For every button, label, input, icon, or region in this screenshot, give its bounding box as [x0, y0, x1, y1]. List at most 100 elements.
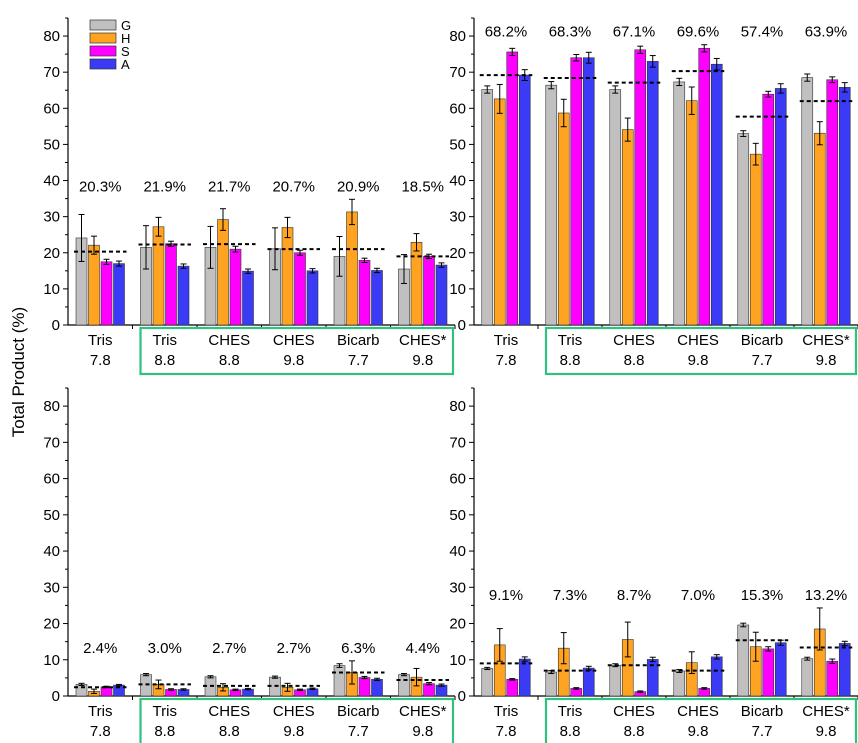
bar-A-5 [435, 684, 448, 697]
panel-bottom-left: 0 10 20 30 40 50 60 70 80 2.4% Tris 7.8 3.0% Tris 8.8 2… [43, 387, 456, 743]
bar-A-1 [177, 265, 190, 326]
category-label-line2: 8.8 [219, 352, 240, 369]
category-label-line2: 7.8 [90, 723, 111, 740]
category-label-line1: CHES [208, 703, 250, 720]
total-label: 20.3% [79, 178, 122, 195]
bar-S-5 [826, 660, 839, 697]
category-label-line2: 8.8 [624, 352, 645, 369]
total-label: 21.7% [208, 178, 251, 195]
category-label-line2: 9.8 [816, 723, 837, 740]
bar-H-3 [685, 100, 698, 326]
y-tick-label: 50 [43, 507, 60, 524]
y-tick-label: 60 [43, 100, 60, 117]
bar-H-1 [152, 226, 165, 326]
legend-label-S: S [121, 44, 130, 59]
y-tick-label: 60 [449, 471, 466, 488]
total-label: 57.4% [741, 24, 784, 41]
y-tick-label: 60 [449, 100, 466, 117]
total-label: 8.7% [617, 587, 651, 604]
total-label: 63.9% [805, 24, 848, 41]
category-label-line1: Bicarb [741, 703, 784, 720]
total-label: 13.2% [805, 587, 848, 604]
category-label-line1: Tris [494, 332, 518, 349]
bar-A-5 [838, 87, 851, 326]
bar-S-2 [634, 49, 647, 326]
bar-H-5 [813, 132, 826, 326]
category-label-line1: CHES* [802, 703, 850, 720]
bar-G-5 [801, 77, 814, 326]
y-tick-label: 40 [449, 543, 466, 560]
bar-A-3 [710, 656, 723, 697]
bar-H-0 [493, 98, 506, 326]
bar-G-2 [609, 89, 622, 326]
bar-S-4 [762, 648, 775, 697]
bar-A-4 [774, 88, 787, 326]
y-tick-label: 20 [43, 245, 60, 262]
bar-A-5 [435, 264, 448, 326]
legend-swatch-H [89, 32, 117, 44]
total-label: 69.6% [677, 24, 720, 41]
y-tick-label: 70 [43, 64, 60, 81]
total-label: 4.4% [406, 640, 440, 657]
category-label-line2: 7.8 [496, 723, 517, 740]
category-label-line2: 9.8 [816, 352, 837, 369]
category-label-line2: 8.8 [154, 352, 175, 369]
panel-bottom-right: 0 10 20 30 40 50 60 70 80 9.1% Tris 7.8 7.3% Tris 8.8 8… [449, 387, 858, 743]
y-tick-label: 20 [43, 616, 60, 633]
bar-G-0 [481, 89, 494, 326]
y-tick-label: 50 [449, 507, 466, 524]
bar-A-0 [113, 263, 125, 326]
category-label-line2: 9.8 [412, 352, 433, 369]
category-label-line1: CHES [273, 332, 315, 349]
bar-S-3 [294, 252, 306, 326]
legend-label-H: H [121, 31, 130, 46]
bar-A-4 [774, 642, 787, 697]
bar-S-1 [165, 243, 177, 326]
panel-top-left: 0 10 20 30 40 50 60 70 80 20.3% Tris 7.8 21.9% Tris 8.… [43, 17, 456, 376]
category-label-line2: 9.8 [283, 352, 304, 369]
total-label: 2.7% [212, 640, 246, 657]
category-label-line1: Tris [153, 332, 177, 349]
bar-S-4 [358, 677, 371, 697]
bar-S-3 [698, 48, 711, 326]
total-label: 18.5% [401, 178, 444, 195]
total-label: 7.3% [553, 587, 587, 604]
y-tick-label: 60 [43, 471, 60, 488]
highlight-box [139, 697, 455, 743]
bar-S-5 [423, 256, 435, 326]
y-tick-label: 0 [458, 688, 466, 705]
bar-H-1 [557, 112, 570, 326]
bar-A-1 [582, 57, 595, 326]
y-tick-label: 50 [43, 136, 60, 153]
category-label-line2: 8.8 [219, 723, 240, 740]
legend-swatch-G [89, 19, 117, 31]
category-label-line2: 7.8 [90, 352, 111, 369]
category-label-line1: CHES [208, 332, 250, 349]
bar-A-4 [371, 679, 383, 697]
category-label-line1: Bicarb [741, 332, 784, 349]
category-label-line2: 8.8 [560, 352, 581, 369]
category-label-line2: 7.7 [348, 723, 369, 740]
y-axis-label: Total Product (%) [9, 307, 28, 437]
y-tick-label: 10 [449, 281, 466, 298]
y-tick-label: 80 [43, 398, 60, 415]
y-tick-label: 40 [449, 173, 466, 190]
bar-S-0 [506, 51, 519, 326]
bar-A-4 [371, 270, 383, 326]
y-tick-label: 20 [449, 245, 466, 262]
category-label-line1: CHES* [802, 332, 850, 349]
chart-panels: 0 10 20 30 40 50 60 70 80 20.3% Tris 7.8 21.9% Tris 8.… [43, 17, 858, 743]
total-label: 9.1% [489, 587, 523, 604]
bar-A-0 [518, 74, 531, 326]
highlight-box [544, 326, 858, 376]
bar-S-4 [358, 260, 371, 326]
y-tick-label: 10 [43, 652, 60, 669]
bar-A-1 [582, 667, 595, 697]
bar-G-1 [545, 84, 558, 326]
y-tick-label: 20 [449, 616, 466, 633]
legend-swatch-S [89, 45, 117, 57]
bar-A-3 [710, 63, 723, 326]
category-label-line1: CHES [273, 703, 315, 720]
total-label: 68.2% [485, 24, 528, 41]
